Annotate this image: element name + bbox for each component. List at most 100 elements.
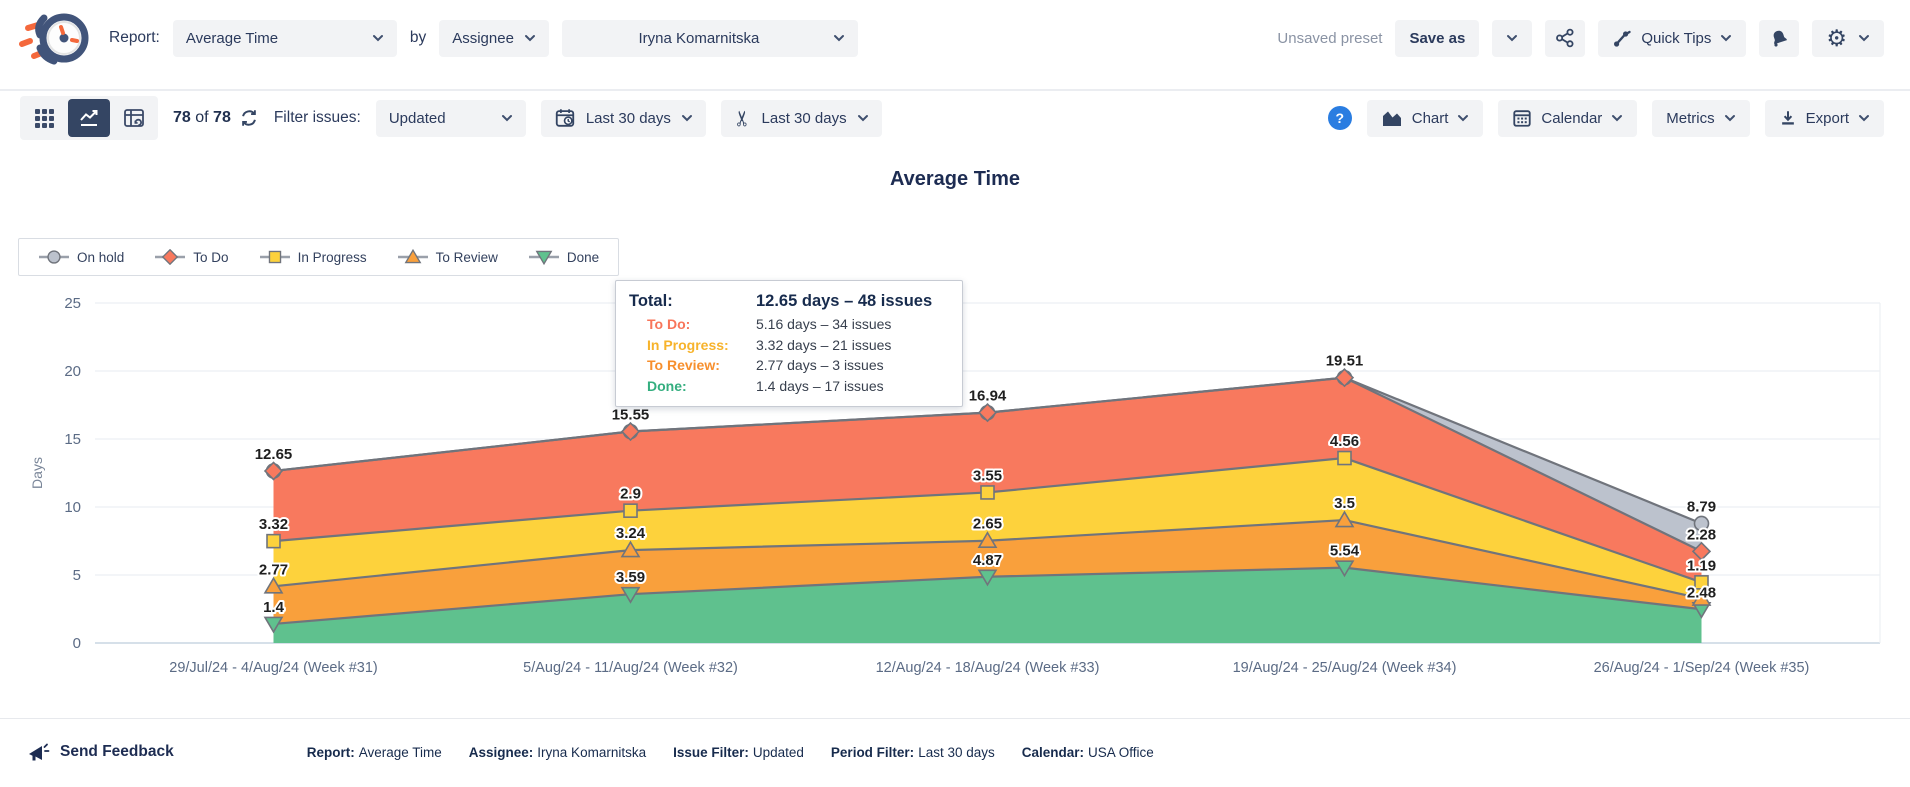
data-label: 1.4 bbox=[263, 599, 285, 616]
data-label: 2.28 bbox=[1687, 526, 1716, 543]
marker-in-progress[interactable] bbox=[267, 535, 280, 548]
chevron-down-icon bbox=[524, 34, 536, 42]
view-chart-button[interactable] bbox=[68, 99, 110, 137]
quick-tips-icon bbox=[1612, 28, 1632, 48]
summary-report: Report:Average Time bbox=[307, 745, 442, 760]
view-pivot-button[interactable] bbox=[113, 99, 155, 137]
legend-label: In Progress bbox=[298, 250, 367, 265]
chevron-down-icon bbox=[372, 34, 384, 42]
y-tick-label: 10 bbox=[64, 499, 81, 516]
legend-item-in-progress[interactable]: In Progress bbox=[259, 249, 367, 265]
metrics-button[interactable]: Metrics bbox=[1652, 100, 1749, 137]
working-schedule-value: Last 30 days bbox=[762, 110, 847, 127]
export-label: Export bbox=[1806, 110, 1849, 127]
marker-in-progress[interactable] bbox=[981, 486, 994, 499]
calendar-button[interactable]: Calendar bbox=[1498, 100, 1637, 137]
line-chart-icon bbox=[78, 108, 100, 128]
legend-label: To Review bbox=[436, 250, 498, 265]
quick-tips-label: Quick Tips bbox=[1641, 30, 1711, 47]
issue-filter-select[interactable]: Updated bbox=[376, 100, 526, 137]
share-icon bbox=[1555, 28, 1575, 48]
chevron-down-icon bbox=[833, 34, 845, 42]
chevron-down-icon bbox=[857, 114, 869, 122]
legend-label: To Do bbox=[193, 250, 228, 265]
assignee-select[interactable]: Iryna Komarnitska bbox=[562, 20, 858, 57]
summary-issue-filter: Issue Filter:Updated bbox=[673, 745, 804, 760]
chevron-down-icon bbox=[1858, 34, 1870, 42]
period-filter-value: Last 30 days bbox=[586, 110, 671, 127]
calendar-icon bbox=[1512, 108, 1532, 128]
data-label: 5.54 bbox=[1330, 543, 1360, 560]
y-tick-label: 20 bbox=[64, 363, 81, 380]
legend-item-to-do[interactable]: To Do bbox=[154, 249, 228, 265]
filter-issues-label: Filter issues: bbox=[274, 109, 361, 127]
data-label: 1.19 bbox=[1687, 557, 1716, 574]
app-logo bbox=[14, 6, 96, 70]
export-button[interactable]: Export bbox=[1765, 100, 1884, 137]
tooltip-row-in-progress: In Progress:3.32 days – 21 issues bbox=[629, 337, 948, 353]
notifications-button[interactable] bbox=[1759, 20, 1799, 57]
tooltip-total-row: Total: 12.65 days – 48 issues bbox=[629, 292, 948, 311]
report-select-value: Average Time bbox=[186, 30, 362, 47]
data-label: 16.94 bbox=[969, 388, 1007, 405]
header: Report: Average Time by Assignee Iryna K… bbox=[0, 0, 1910, 76]
report-label: Report: bbox=[109, 29, 160, 47]
data-label: 3.59 bbox=[616, 569, 645, 586]
group-by-select[interactable]: Assignee bbox=[439, 20, 549, 57]
metrics-label: Metrics bbox=[1666, 110, 1714, 127]
y-tick-label: 5 bbox=[73, 567, 81, 584]
legend-item-to-review[interactable]: To Review bbox=[397, 249, 498, 265]
megaphone-icon bbox=[26, 741, 50, 763]
save-as-button[interactable]: Save as bbox=[1395, 20, 1479, 57]
working-schedule-filter-select[interactable]: ✂ Last 30 days bbox=[721, 100, 882, 137]
send-feedback-label: Send Feedback bbox=[60, 743, 174, 761]
data-label: 2.48 bbox=[1687, 584, 1716, 601]
data-label: 3.55 bbox=[973, 467, 1002, 484]
data-label: 12.65 bbox=[255, 446, 293, 463]
tooltip-row-to-review: To Review:2.77 days – 3 issues bbox=[629, 357, 948, 373]
send-feedback-button[interactable]: Send Feedback bbox=[26, 741, 174, 763]
legend-marker-triangle-down bbox=[528, 249, 560, 265]
x-tick-label: 5/Aug/24 - 11/Aug/24 (Week #32) bbox=[523, 660, 738, 676]
data-label: 15.55 bbox=[612, 407, 650, 424]
chart-legend: On hold To Do In Progress To Review Done bbox=[18, 238, 619, 276]
legend-label: Done bbox=[567, 250, 599, 265]
x-tick-label: 29/Jul/24 - 4/Aug/24 (Week #31) bbox=[169, 660, 378, 676]
chart-title: Average Time bbox=[0, 168, 1910, 191]
legend-marker-diamond bbox=[154, 249, 186, 265]
issue-count: 78 of 78 bbox=[173, 108, 259, 128]
data-label: 3.5 bbox=[1334, 495, 1355, 512]
share-button[interactable] bbox=[1545, 20, 1585, 57]
by-label: by bbox=[410, 29, 426, 47]
x-tick-label: 12/Aug/24 - 18/Aug/24 (Week #33) bbox=[876, 660, 1100, 676]
chevron-down-icon bbox=[1506, 34, 1518, 42]
period-filter-select[interactable]: Last 30 days bbox=[541, 100, 706, 137]
report-select[interactable]: Average Time bbox=[173, 20, 397, 57]
marker-in-progress[interactable] bbox=[624, 504, 637, 517]
chevron-down-icon bbox=[501, 114, 513, 122]
refresh-icon[interactable] bbox=[239, 108, 259, 128]
marker-in-progress[interactable] bbox=[1338, 452, 1351, 465]
y-tick-label: 0 bbox=[73, 635, 81, 652]
chart-type-button[interactable]: Chart bbox=[1367, 100, 1484, 137]
area-chart-icon bbox=[1381, 109, 1403, 128]
bell-icon bbox=[1769, 28, 1790, 49]
data-label: 4.87 bbox=[973, 552, 1002, 569]
data-label: 2.9 bbox=[620, 486, 641, 503]
grid-icon bbox=[35, 109, 54, 128]
data-label: 4.56 bbox=[1330, 433, 1359, 450]
legend-item-done[interactable]: Done bbox=[528, 249, 599, 265]
chevron-down-icon bbox=[1457, 114, 1469, 122]
legend-marker-square bbox=[259, 249, 291, 265]
legend-item-on-hold[interactable]: On hold bbox=[38, 249, 124, 265]
quick-tips-button[interactable]: Quick Tips bbox=[1598, 20, 1746, 57]
summary-calendar: Calendar:USA Office bbox=[1022, 745, 1154, 760]
view-grid-button[interactable] bbox=[23, 99, 65, 137]
help-button[interactable]: ? bbox=[1328, 106, 1352, 130]
save-options-button[interactable] bbox=[1492, 20, 1532, 57]
data-label: 8.79 bbox=[1687, 498, 1716, 515]
scissors-icon: ✂ bbox=[732, 109, 753, 127]
settings-button[interactable]: ⚙ bbox=[1812, 20, 1884, 57]
y-tick-label: 15 bbox=[64, 431, 81, 448]
legend-label: On hold bbox=[77, 250, 124, 265]
